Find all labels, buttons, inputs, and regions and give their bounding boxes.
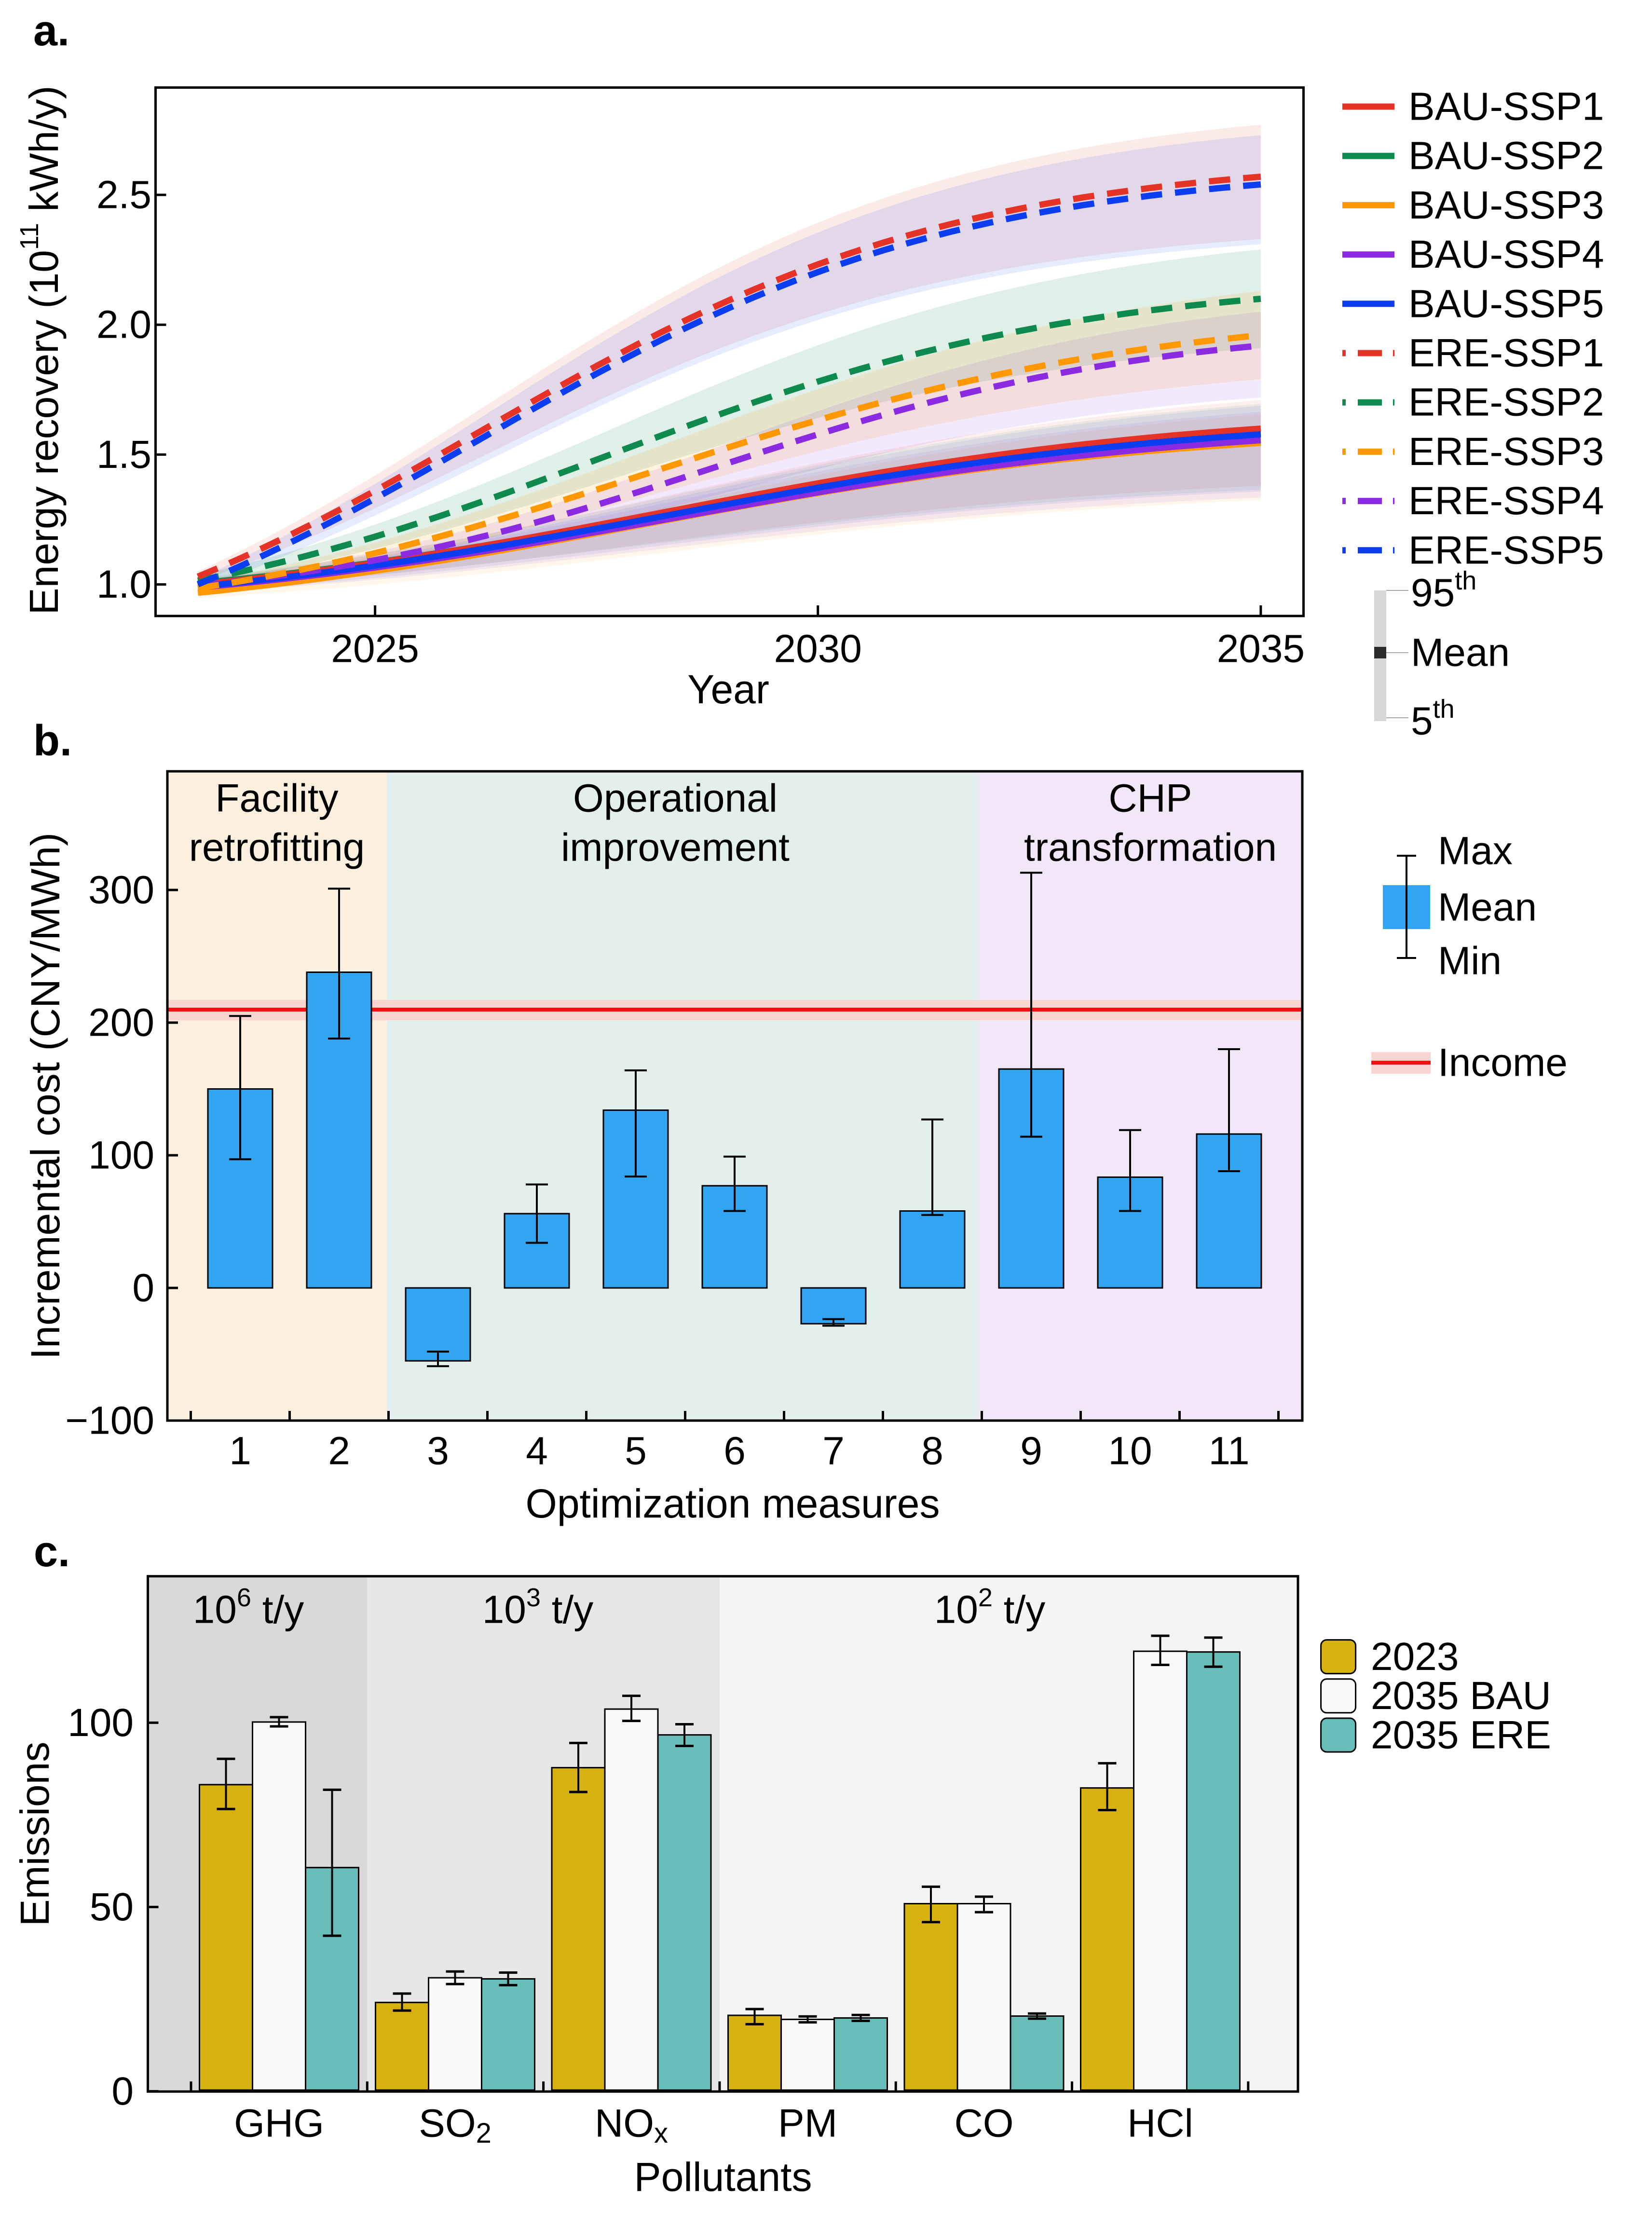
svg-text:BAU-SSP5: BAU-SSP5 bbox=[1408, 282, 1604, 326]
svg-text:Year: Year bbox=[687, 667, 769, 712]
svg-text:Energy recovery (1011 kWh/y): Energy recovery (1011 kWh/y) bbox=[15, 85, 67, 615]
svg-text:2023: 2023 bbox=[1371, 1635, 1459, 1679]
svg-text:ERE-SSP4: ERE-SSP4 bbox=[1408, 479, 1604, 523]
svg-text:Income: Income bbox=[1438, 1041, 1568, 1085]
svg-text:1.0: 1.0 bbox=[96, 562, 151, 606]
svg-text:NOx: NOx bbox=[595, 2102, 668, 2149]
svg-text:6: 6 bbox=[724, 1429, 746, 1473]
svg-text:103 t/y: 103 t/y bbox=[482, 1583, 594, 1632]
svg-text:0: 0 bbox=[132, 1266, 154, 1310]
svg-text:0: 0 bbox=[111, 2069, 134, 2113]
svg-text:ERE-SSP1: ERE-SSP1 bbox=[1408, 331, 1604, 375]
svg-text:2035: 2035 bbox=[1217, 627, 1305, 671]
svg-text:BAU-SSP3: BAU-SSP3 bbox=[1408, 183, 1604, 227]
svg-text:transformation: transformation bbox=[1024, 826, 1277, 870]
svg-text:a.: a. bbox=[33, 7, 69, 55]
svg-text:5: 5 bbox=[625, 1429, 647, 1473]
svg-text:106 t/y: 106 t/y bbox=[193, 1583, 304, 1632]
svg-text:BAU-SSP1: BAU-SSP1 bbox=[1408, 85, 1604, 129]
svg-text:Pollutants: Pollutants bbox=[634, 2154, 812, 2200]
svg-text:2: 2 bbox=[328, 1429, 350, 1473]
svg-text:HCl: HCl bbox=[1127, 2102, 1193, 2146]
svg-text:Emissions: Emissions bbox=[12, 1742, 57, 1927]
svg-text:improvement: improvement bbox=[561, 826, 790, 870]
svg-text:9: 9 bbox=[1020, 1429, 1042, 1473]
svg-text:2030: 2030 bbox=[774, 627, 861, 671]
svg-text:3: 3 bbox=[427, 1429, 449, 1473]
svg-text:1: 1 bbox=[229, 1429, 251, 1473]
svg-text:300: 300 bbox=[88, 868, 154, 912]
svg-text:Mean: Mean bbox=[1411, 631, 1510, 675]
svg-text:ERE-SSP3: ERE-SSP3 bbox=[1408, 430, 1604, 474]
svg-text:11: 11 bbox=[1208, 1429, 1249, 1473]
svg-text:2025: 2025 bbox=[331, 627, 419, 671]
svg-text:BAU-SSP4: BAU-SSP4 bbox=[1408, 233, 1604, 276]
svg-text:−100: −100 bbox=[65, 1399, 154, 1443]
svg-text:10: 10 bbox=[1108, 1429, 1152, 1473]
svg-text:4: 4 bbox=[526, 1429, 548, 1473]
svg-text:Facility: Facility bbox=[215, 777, 338, 821]
svg-text:b.: b. bbox=[33, 717, 72, 765]
svg-text:CHP: CHP bbox=[1108, 777, 1192, 821]
svg-text:2035 ERE: 2035 ERE bbox=[1371, 1713, 1551, 1757]
svg-text:BAU-SSP2: BAU-SSP2 bbox=[1408, 134, 1604, 178]
svg-text:1.5: 1.5 bbox=[96, 433, 151, 477]
svg-text:2.0: 2.0 bbox=[96, 303, 151, 347]
svg-text:50: 50 bbox=[90, 1885, 134, 1929]
svg-text:Max: Max bbox=[1438, 829, 1513, 873]
svg-text:Mean: Mean bbox=[1438, 886, 1537, 930]
svg-text:Min: Min bbox=[1438, 939, 1502, 983]
svg-text:GHG: GHG bbox=[234, 2102, 324, 2146]
svg-text:ERE-SSP5: ERE-SSP5 bbox=[1408, 528, 1604, 572]
svg-text:7: 7 bbox=[822, 1429, 845, 1473]
svg-text:8: 8 bbox=[921, 1429, 943, 1473]
svg-text:c.: c. bbox=[34, 1528, 70, 1576]
svg-text:PM: PM bbox=[778, 2102, 837, 2146]
svg-text:5th: 5th bbox=[1411, 695, 1455, 743]
svg-text:200: 200 bbox=[88, 1001, 154, 1045]
svg-text:Optimization measures: Optimization measures bbox=[526, 1481, 940, 1526]
svg-text:2.5: 2.5 bbox=[96, 173, 151, 217]
svg-text:Operational: Operational bbox=[573, 777, 778, 821]
svg-text:Incremental cost (CNY/MWh): Incremental cost (CNY/MWh) bbox=[23, 833, 68, 1359]
svg-text:ERE-SSP2: ERE-SSP2 bbox=[1408, 381, 1604, 424]
svg-text:CO: CO bbox=[955, 2102, 1014, 2146]
svg-text:retrofitting: retrofitting bbox=[189, 826, 365, 870]
svg-text:100: 100 bbox=[88, 1134, 154, 1177]
svg-text:2035 BAU: 2035 BAU bbox=[1371, 1674, 1551, 1718]
svg-text:100: 100 bbox=[68, 1701, 134, 1745]
